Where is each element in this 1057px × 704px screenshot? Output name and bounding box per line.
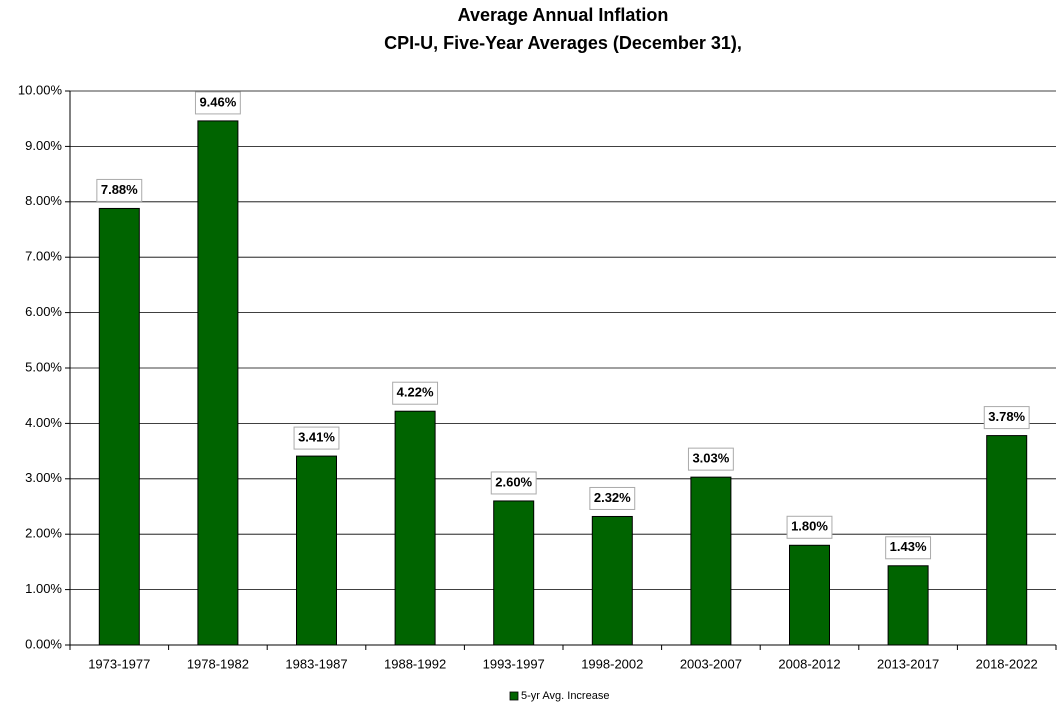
- y-tick-label: 0.00%: [25, 636, 62, 651]
- y-tick-label: 9.00%: [25, 138, 62, 153]
- value-label-group: 1.80%: [786, 515, 833, 539]
- bar: [591, 515, 633, 646]
- value-label: 1.80%: [791, 519, 828, 534]
- x-tick-label: 1978-1982: [187, 656, 249, 671]
- value-label: 2.60%: [495, 474, 532, 489]
- value-label-group: 7.88%: [96, 178, 143, 202]
- y-tick-label: 1.00%: [25, 581, 62, 596]
- x-tick-label: 1983-1987: [285, 656, 347, 671]
- chart-title: Average Annual Inflation: [458, 5, 669, 25]
- value-label: 3.41%: [298, 430, 335, 445]
- value-label: 3.03%: [692, 451, 729, 466]
- x-tick-label: 1998-2002: [581, 656, 643, 671]
- y-tick-label: 8.00%: [25, 193, 62, 208]
- value-label-group: 2.32%: [589, 486, 636, 510]
- value-label-box: [885, 536, 932, 560]
- legend-label: 5-yr Avg. Increase: [521, 690, 609, 702]
- value-label-group: 1.43%: [885, 536, 932, 560]
- value-label-group: 2.60%: [490, 471, 537, 495]
- y-tick-label: 6.00%: [25, 304, 62, 319]
- x-tick-label: 2018-2022: [976, 656, 1038, 671]
- bar: [394, 410, 436, 646]
- value-label-box: [687, 447, 734, 471]
- value-label-group: 4.22%: [392, 381, 439, 405]
- legend-swatch: [509, 691, 519, 701]
- value-label-box: [392, 381, 439, 405]
- chart-subtitle: CPI-U, Five-Year Averages (December 31),: [384, 33, 742, 53]
- x-tick-label: 1973-1977: [88, 656, 150, 671]
- value-label-group: 3.41%: [293, 426, 340, 450]
- y-tick-label: 3.00%: [25, 470, 62, 485]
- value-label-box: [589, 486, 636, 510]
- x-tick-label: 1988-1992: [384, 656, 446, 671]
- value-label-box: [786, 515, 833, 539]
- value-label: 1.43%: [890, 539, 927, 554]
- bar: [690, 476, 732, 646]
- bar: [887, 565, 929, 646]
- y-tick-label: 2.00%: [25, 526, 62, 541]
- value-label-box: [293, 426, 340, 450]
- value-label: 3.78%: [988, 409, 1025, 424]
- value-label-box: [194, 91, 241, 115]
- bar: [98, 207, 140, 646]
- value-label-box: [490, 471, 537, 495]
- value-label: 2.32%: [594, 490, 631, 505]
- bar: [296, 455, 337, 646]
- y-tick-label: 10.00%: [18, 82, 63, 97]
- bar: [986, 435, 1028, 646]
- y-tick-label: 7.00%: [25, 249, 62, 264]
- bar: [197, 120, 239, 646]
- value-label-group: 3.03%: [687, 447, 734, 471]
- bar: [789, 544, 830, 646]
- value-label: 7.88%: [101, 182, 138, 197]
- x-tick-label: 2003-2007: [680, 656, 742, 671]
- x-tick-label: 1993-1997: [483, 656, 545, 671]
- value-label: 9.46%: [199, 94, 236, 109]
- value-label-box: [96, 178, 143, 202]
- x-tick-label: 2013-2017: [877, 656, 939, 671]
- x-tick-label: 2008-2012: [778, 656, 840, 671]
- bar: [493, 500, 535, 646]
- value-label-group: 3.78%: [983, 406, 1030, 430]
- y-tick-label: 4.00%: [25, 415, 62, 430]
- y-tick-label: 5.00%: [25, 359, 62, 374]
- value-label-box: [983, 406, 1030, 430]
- value-label-group: 9.46%: [194, 91, 241, 115]
- value-label: 4.22%: [397, 385, 434, 400]
